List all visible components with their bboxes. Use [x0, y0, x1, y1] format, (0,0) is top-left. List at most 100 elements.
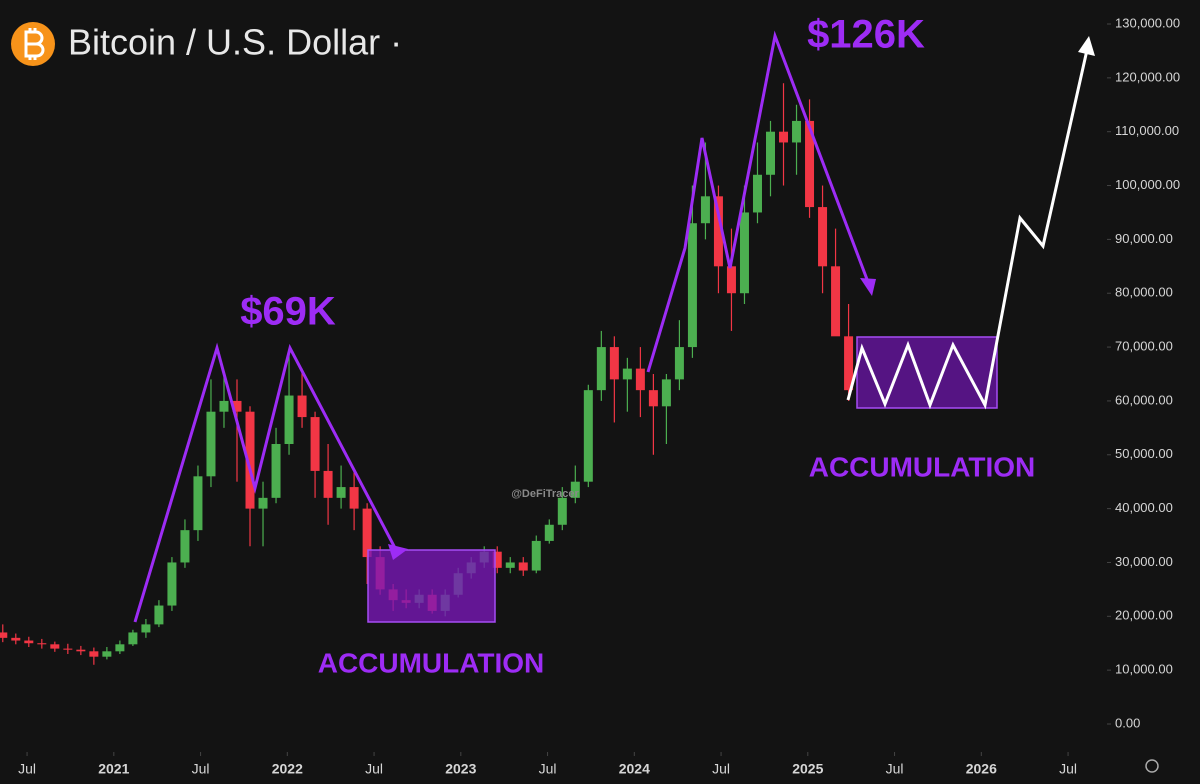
- x-tick-label: 2026: [966, 761, 997, 777]
- bitcoin-icon-glyph: [24, 28, 45, 60]
- candle-body: [648, 390, 658, 407]
- annotation: $69K: [240, 290, 336, 334]
- candle-body: [50, 644, 60, 649]
- candles: [0, 83, 854, 665]
- candle-body: [831, 266, 841, 337]
- candle-body: [557, 497, 567, 525]
- candle-body: [37, 643, 47, 645]
- x-tick-label: 2022: [272, 761, 303, 777]
- candle-body: [752, 174, 762, 213]
- y-tick-label: 60,000.00: [1115, 392, 1173, 407]
- candle-body: [128, 632, 138, 645]
- candle-body: [167, 562, 177, 606]
- candle-body: [844, 336, 854, 391]
- x-tick-label: Jul: [1059, 761, 1077, 777]
- pattern-line: [133, 342, 397, 623]
- settings-icon[interactable]: [1145, 759, 1159, 773]
- annotation: ACCUMULATION: [318, 647, 545, 678]
- y-tick-label: 70,000.00: [1115, 339, 1173, 354]
- candle-body: [297, 395, 307, 418]
- y-tick-label: 120,000.00: [1115, 69, 1180, 84]
- candle-body: [102, 651, 112, 657]
- candle-body: [141, 624, 151, 633]
- candle-body: [674, 347, 684, 380]
- y-tick-label: 20,000.00: [1115, 608, 1173, 623]
- arrow-head: [860, 278, 876, 296]
- candle-body: [323, 470, 333, 498]
- candle-body: [0, 632, 8, 638]
- pattern-line: [646, 30, 870, 373]
- x-tick-label: 2023: [445, 761, 476, 777]
- candle-body: [232, 400, 242, 412]
- y-tick-label: 50,000.00: [1115, 446, 1173, 461]
- candle-body: [115, 644, 125, 652]
- candle-body: [713, 196, 723, 267]
- candle-body: [11, 637, 21, 641]
- y-tick-label: 40,000.00: [1115, 500, 1173, 515]
- watermark: @DeFiTracer: [511, 488, 579, 500]
- candle-body: [687, 223, 697, 348]
- chart-title: Bitcoin / U.S. Dollar ·: [68, 22, 402, 63]
- x-tick-label: Jul: [18, 761, 36, 777]
- x-tick-label: Jul: [539, 761, 557, 777]
- axes: 0.00 10,000.00 20,000.00 30,000.00 40,000.00…: [18, 15, 1180, 776]
- candle-body: [818, 207, 828, 267]
- candle-body: [700, 196, 710, 224]
- x-tick-label: 2021: [98, 761, 129, 777]
- candle-body: [596, 347, 606, 391]
- arrow-head: [388, 544, 408, 560]
- candle-body: [271, 444, 281, 498]
- candle-body: [779, 131, 789, 143]
- candle-body: [284, 395, 294, 444]
- candle-body: [609, 347, 619, 380]
- x-tick-label: Jul: [712, 761, 730, 777]
- candle-body: [726, 266, 736, 294]
- annotation: ACCUMULATION: [809, 451, 1036, 482]
- candle-body: [219, 400, 229, 412]
- candle-body: [310, 417, 320, 471]
- candle-body: [154, 605, 164, 625]
- y-tick-label: 90,000.00: [1115, 231, 1173, 246]
- candle-body: [362, 508, 372, 558]
- candle-body: [492, 551, 502, 568]
- candle-body: [570, 481, 580, 498]
- x-tick-label: 2025: [792, 761, 823, 777]
- candle-body: [792, 120, 802, 143]
- candle-body: [76, 649, 86, 652]
- candle-body: [583, 390, 593, 482]
- y-tick-label: 110,000.00: [1115, 123, 1179, 138]
- candle-body: [63, 648, 73, 650]
- y-tick-label: 100,000.00: [1115, 177, 1180, 192]
- y-tick-label: 0.00: [1115, 715, 1140, 730]
- candle-body: [531, 540, 541, 571]
- candle-body: [180, 530, 190, 563]
- candle-body: [245, 411, 255, 509]
- projection-line: [846, 49, 1089, 410]
- candle-body: [635, 368, 645, 391]
- candle-body: [206, 411, 216, 477]
- candle-body: [622, 368, 632, 380]
- y-tick-label: 30,000.00: [1115, 554, 1173, 569]
- candle-body: [739, 212, 749, 294]
- annotation: $126K: [807, 13, 925, 57]
- y-tick-label: 10,000.00: [1115, 662, 1173, 677]
- candle-body: [765, 131, 775, 175]
- candle-body: [349, 487, 359, 509]
- candle-body: [336, 487, 346, 498]
- candle-body: [505, 562, 515, 568]
- candle-body: [24, 640, 34, 644]
- x-tick-label: Jul: [886, 761, 904, 777]
- x-tick-label: Jul: [192, 761, 210, 777]
- candle-body: [805, 120, 815, 208]
- candle-body: [193, 476, 203, 531]
- candle-body: [661, 379, 671, 407]
- candle-body: [544, 524, 554, 541]
- arrow-head: [1078, 36, 1095, 56]
- y-tick-label: 80,000.00: [1115, 285, 1173, 300]
- x-tick-label: Jul: [365, 761, 383, 777]
- x-tick-label: 2024: [619, 761, 650, 777]
- candle-body: [518, 562, 528, 571]
